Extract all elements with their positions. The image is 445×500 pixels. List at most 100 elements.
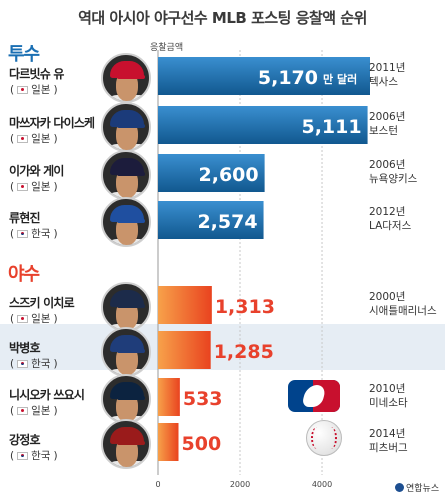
posting-team: 보스턴: [369, 125, 398, 137]
cap: [110, 335, 144, 352]
player-country: (한국): [10, 448, 58, 463]
player-name: 다르빗슈 유: [9, 67, 64, 81]
cap: [110, 205, 144, 222]
credit-text: 연합뉴스: [406, 484, 440, 494]
posting-year: 2010년: [369, 383, 406, 395]
highlight-row-band: [0, 324, 445, 370]
player-country: (일본): [10, 311, 58, 326]
posting-year: 2014년: [369, 428, 406, 440]
bar: [158, 201, 264, 239]
x-tick-label: 2000: [230, 480, 250, 489]
cap-brim: [117, 219, 145, 223]
bar-value-label: 1,285: [214, 341, 274, 363]
country-name: 한국: [31, 358, 51, 370]
x-tick-label: 0: [155, 480, 160, 489]
player-name: 이가와 게이: [9, 164, 64, 178]
bar: [158, 331, 211, 369]
paren-open: (: [10, 227, 15, 240]
country-name: 일본: [31, 313, 51, 325]
japan-flag-icon: [17, 406, 29, 415]
bar-value-label: 2,600: [199, 164, 259, 186]
section-heading-pitcher: 투수: [8, 44, 40, 65]
paren-open: (: [10, 312, 15, 325]
player-name: 강정호: [9, 433, 41, 447]
bar: [158, 378, 180, 416]
cap: [110, 427, 144, 444]
bar: [158, 154, 265, 192]
paren-close: ): [53, 357, 58, 370]
player-photo-icon: [101, 150, 151, 200]
bar: [158, 57, 370, 95]
section-heading-batter: 야수: [8, 264, 40, 285]
bar-value-label: 5,170: [258, 67, 318, 89]
page-title: 역대 아시아 야구선수 MLB 포스팅 응찰액 순위: [78, 8, 367, 27]
credit: 연합뉴스: [395, 481, 439, 494]
korea-flag-icon: [17, 359, 29, 368]
posting-team: 미네소타: [369, 397, 408, 409]
cap-brim: [117, 124, 145, 128]
posting-team: 뉴욕양키스: [369, 173, 418, 185]
mlb-logo-icon: [288, 380, 340, 412]
cap-brim: [117, 304, 145, 308]
paren-close: ): [53, 404, 58, 417]
paren-close: ): [53, 227, 58, 240]
player-country: ( 일본): [10, 82, 58, 97]
bar: [158, 286, 212, 324]
player-photo-icon: [101, 102, 151, 152]
news-agency-logo-icon: [395, 483, 404, 492]
player-name: 스즈키 이치로: [9, 296, 75, 310]
cap: [110, 382, 144, 399]
posting-team: 텍사스: [369, 76, 398, 88]
country-name: 일본: [31, 84, 51, 96]
paren-open: (: [10, 180, 15, 193]
x-tick-label: 4000: [312, 480, 332, 489]
paren-open: (: [10, 357, 15, 370]
player-name: 박병호: [9, 341, 41, 355]
player-photo-icon: [101, 327, 151, 377]
paren-open: (: [10, 132, 15, 145]
player-photo-icon: [101, 374, 151, 424]
posting-year: 2006년: [369, 111, 406, 123]
cap: [110, 61, 144, 78]
cap-brim: [117, 441, 145, 445]
paren-close: ): [53, 449, 58, 462]
cap-brim: [117, 396, 145, 400]
country-name: 일본: [31, 405, 51, 417]
paren-open: (: [10, 404, 15, 417]
japan-flag-icon: [17, 182, 29, 191]
posting-team: LA다저스: [369, 220, 412, 232]
japan-flag-icon: [17, 134, 29, 143]
cap: [110, 290, 144, 307]
player-name: 류현진: [9, 211, 41, 225]
paren-close: ): [53, 83, 58, 96]
posting-team: 피츠버그: [369, 442, 408, 454]
bar: [158, 423, 179, 461]
player-country: ( 한국): [10, 226, 58, 241]
korea-flag-icon: [17, 451, 29, 460]
cap-brim: [117, 172, 145, 176]
cap-brim: [117, 75, 145, 79]
country-name: 일본: [31, 133, 51, 145]
player-photo-icon: [101, 53, 151, 103]
bar-value-label: 1,313: [215, 296, 275, 318]
player-name: 니시오카 쓰요시: [9, 388, 85, 402]
player-country: (일본): [10, 179, 58, 194]
japan-flag-icon: [17, 314, 29, 323]
paren-close: ): [53, 180, 58, 193]
country-name: 한국: [31, 228, 51, 240]
paren-open: (: [10, 83, 15, 96]
axis-caption: 응찰금액: [150, 43, 184, 53]
cap: [110, 110, 144, 127]
posting-year: 2006년: [369, 159, 406, 171]
country-name: 한국: [31, 450, 51, 462]
paren-close: ): [53, 132, 58, 145]
japan-flag-icon: [17, 85, 29, 94]
korea-flag-icon: [17, 229, 29, 238]
player-photo-icon: [101, 282, 151, 332]
player-country: ( 한국): [10, 356, 58, 371]
player-name: 마쓰자카 다이스케: [9, 116, 95, 130]
bar-value-label: 2,574: [197, 211, 257, 233]
player-photo-icon: [101, 419, 151, 469]
